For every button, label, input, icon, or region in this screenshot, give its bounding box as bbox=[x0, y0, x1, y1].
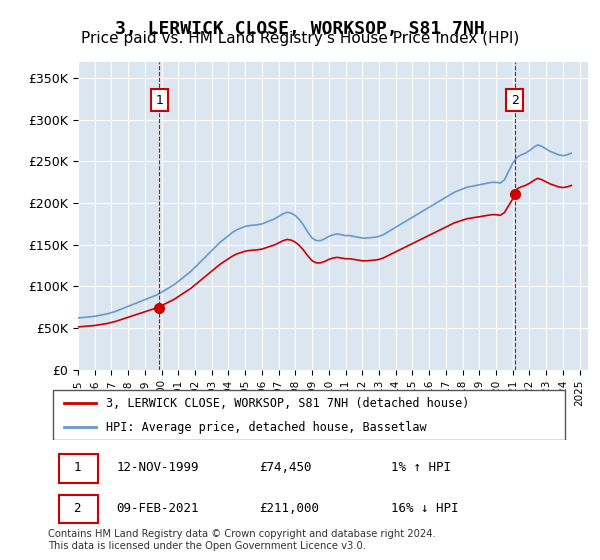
FancyBboxPatch shape bbox=[59, 494, 98, 523]
Text: 2: 2 bbox=[73, 502, 81, 515]
Text: 3, LERWICK CLOSE, WORKSOP, S81 7NH (detached house): 3, LERWICK CLOSE, WORKSOP, S81 7NH (deta… bbox=[106, 397, 469, 410]
Text: 1: 1 bbox=[73, 461, 81, 474]
FancyBboxPatch shape bbox=[59, 454, 98, 483]
Text: £211,000: £211,000 bbox=[259, 502, 319, 515]
Text: £74,450: £74,450 bbox=[259, 461, 312, 474]
Text: Price paid vs. HM Land Registry's House Price Index (HPI): Price paid vs. HM Land Registry's House … bbox=[81, 31, 519, 46]
FancyBboxPatch shape bbox=[53, 390, 565, 440]
Text: 09-FEB-2021: 09-FEB-2021 bbox=[116, 502, 199, 515]
Text: 1: 1 bbox=[155, 94, 163, 106]
Text: 12-NOV-1999: 12-NOV-1999 bbox=[116, 461, 199, 474]
Text: 3, LERWICK CLOSE, WORKSOP, S81 7NH: 3, LERWICK CLOSE, WORKSOP, S81 7NH bbox=[115, 20, 485, 38]
Text: 16% ↓ HPI: 16% ↓ HPI bbox=[391, 502, 459, 515]
Text: HPI: Average price, detached house, Bassetlaw: HPI: Average price, detached house, Bass… bbox=[106, 421, 427, 433]
Text: 1% ↑ HPI: 1% ↑ HPI bbox=[391, 461, 451, 474]
Text: 2: 2 bbox=[511, 94, 518, 106]
Text: Contains HM Land Registry data © Crown copyright and database right 2024.
This d: Contains HM Land Registry data © Crown c… bbox=[48, 529, 436, 551]
